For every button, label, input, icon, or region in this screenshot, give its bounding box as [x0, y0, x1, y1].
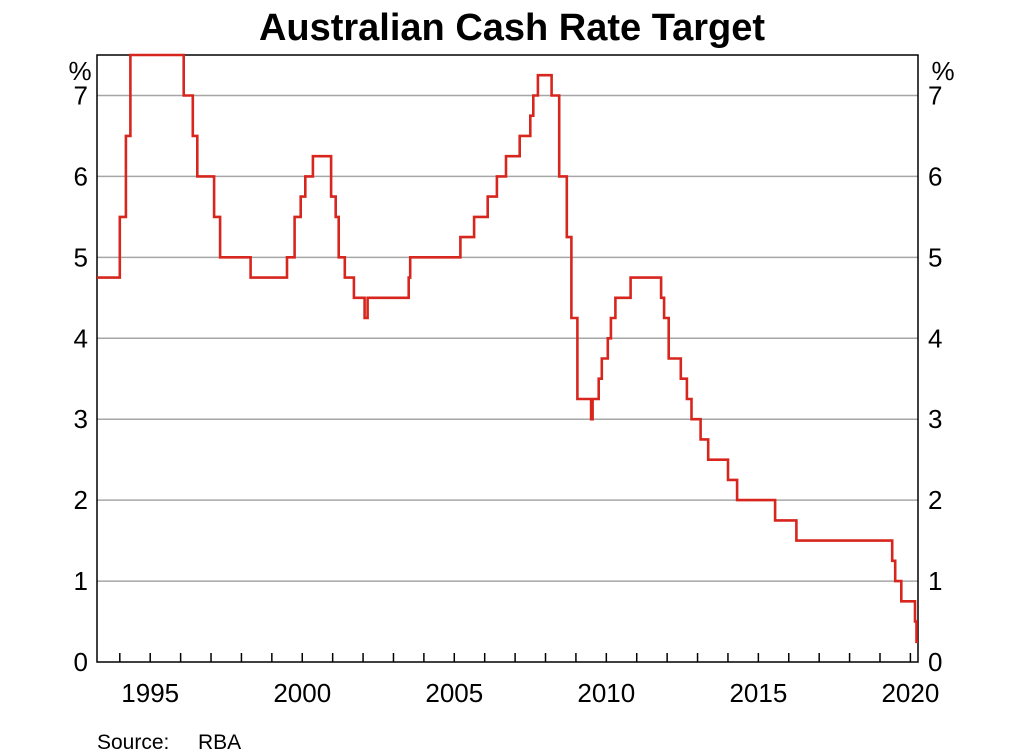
- y-tick-label-left-4: 4: [74, 323, 88, 353]
- y-tick-label-right-7: 7: [928, 80, 942, 110]
- x-tick-label-1995: 1995: [121, 678, 179, 708]
- series-line-0: [97, 53, 918, 644]
- source-label: Source:: [97, 731, 169, 754]
- y-tick-label-left-2: 2: [74, 485, 88, 515]
- y-tick-label-right-0: 0: [928, 647, 942, 677]
- source-value: RBA: [198, 731, 241, 754]
- y-tick-label-left-7: 7: [74, 80, 88, 110]
- y-tick-label-left-0: 0: [74, 647, 88, 677]
- y-tick-label-left-3: 3: [74, 404, 88, 434]
- y-tick-label-right-4: 4: [928, 323, 942, 353]
- x-tick-label-2015: 2015: [729, 678, 787, 708]
- y-tick-label-left-6: 6: [74, 161, 88, 191]
- y-axis-unit-left: %: [68, 56, 91, 86]
- y-tick-label-right-5: 5: [928, 242, 942, 272]
- y-tick-label-left-5: 5: [74, 242, 88, 272]
- chart-title: Australian Cash Rate Target: [259, 7, 765, 49]
- y-tick-label-left-1: 1: [74, 566, 88, 596]
- x-tick-label-2005: 2005: [425, 678, 483, 708]
- x-axis-ticks: 1995 2000 2005 2010 2015 2020: [119, 653, 939, 708]
- y-tick-label-right-6: 6: [928, 161, 942, 191]
- x-tick-label-2000: 2000: [273, 678, 331, 708]
- y-tick-label-right-1: 1: [928, 566, 942, 596]
- gridlines: [97, 94, 918, 582]
- series-group: [97, 53, 918, 644]
- plot-frame: [96, 54, 919, 663]
- y-tick-label-right-3: 3: [928, 404, 942, 434]
- y-axis-unit-right: %: [931, 56, 954, 86]
- x-tick-label-2010: 2010: [577, 678, 635, 708]
- x-tick-label-2020: 2020: [881, 678, 939, 708]
- y-axis-ticks: 0 0 1 1 2 2 3 3 4 4 5 5 6 6 7 7: [74, 80, 943, 677]
- y-tick-label-right-2: 2: [928, 485, 942, 515]
